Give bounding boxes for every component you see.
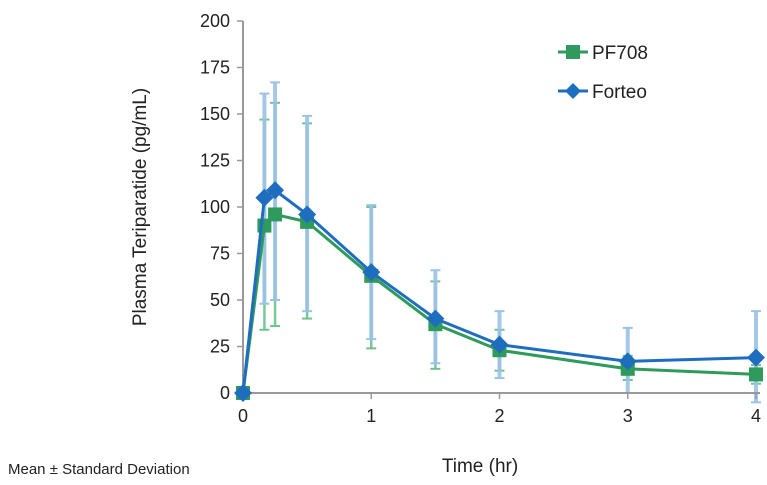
y-tick-label: 175: [200, 58, 230, 78]
y-tick-label: 150: [200, 104, 230, 124]
y-tick-label: 0: [220, 383, 230, 403]
forteo-point: [490, 335, 509, 354]
y-tick-label: 200: [200, 11, 230, 31]
pf708-point: [749, 367, 763, 382]
legend-forteo-label: Forteo: [592, 82, 647, 103]
y-tick-label: 100: [200, 197, 230, 217]
forteo-point: [298, 205, 317, 224]
x-tick-label: 1: [366, 406, 376, 426]
legend-forteo-marker: [565, 83, 581, 99]
y-tick-label: 125: [200, 151, 230, 171]
legend-pf708-marker: [566, 45, 580, 59]
x-tick-label: 3: [623, 406, 633, 426]
forteo-point: [362, 263, 381, 282]
legend-pf708-label: PF708: [592, 43, 648, 64]
y-tick-label: 75: [210, 244, 230, 264]
legend: PF708 Forteo: [558, 43, 648, 103]
forteo-point: [266, 181, 285, 200]
pf708-point: [268, 207, 283, 222]
forteo-point: [234, 384, 252, 402]
x-axis-label: Time (hr): [442, 456, 518, 477]
x-tick-label: 2: [494, 406, 504, 426]
forteo-point: [255, 188, 274, 207]
y-tick-label: 50: [210, 290, 230, 310]
x-tick-label: 4: [751, 406, 761, 426]
y-tick-label: 25: [210, 337, 230, 357]
footnote: Mean ± Standard Deviation: [8, 461, 190, 478]
forteo-point: [747, 348, 765, 367]
forteo-point: [618, 352, 637, 371]
x-tick-label: 0: [238, 406, 248, 426]
y-axis-label: Plasma Teriparatide (pg/mL): [130, 88, 151, 326]
forteo-point: [426, 309, 445, 328]
